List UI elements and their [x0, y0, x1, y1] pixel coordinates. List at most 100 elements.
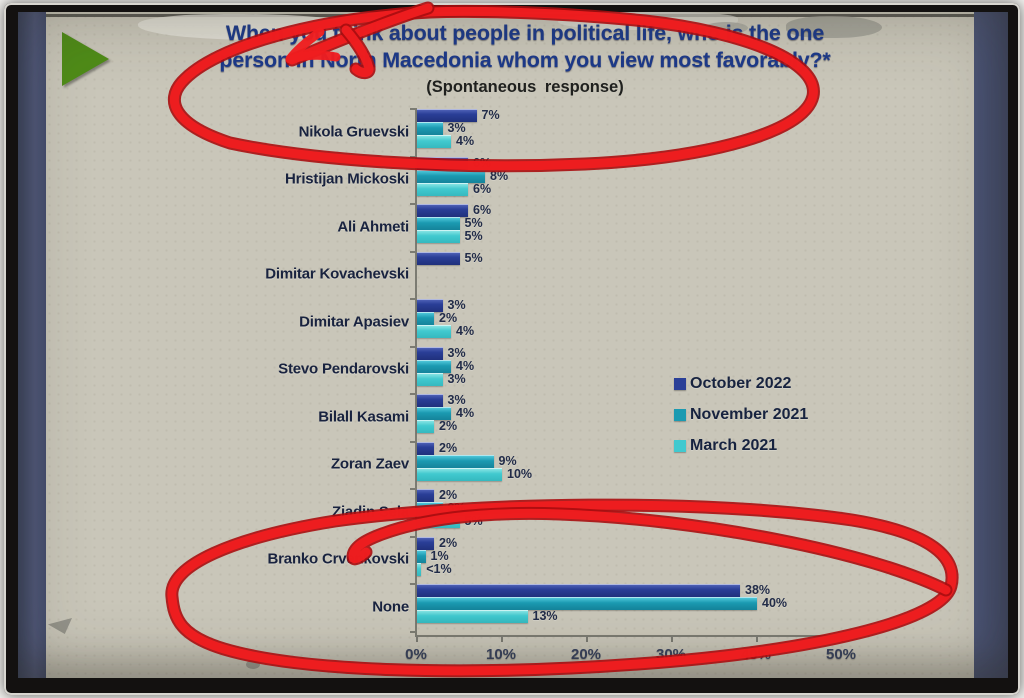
bar-october-2022 — [417, 584, 740, 597]
bar-october-2022 — [417, 299, 443, 312]
bar-october-2022 — [417, 536, 434, 550]
x-axis-tick — [501, 637, 503, 642]
category-label: Zoran Zaev — [330, 455, 409, 473]
y-axis-tick — [410, 345, 417, 348]
bar-march-2021 — [417, 467, 502, 481]
value-label: 3% — [447, 501, 466, 515]
value-label: 3% — [447, 345, 466, 360]
bar-october-2022 — [417, 441, 434, 455]
value-label: 5% — [464, 229, 483, 243]
chart-row: Bilall Kasami 3% 4% 2% — [318, 393, 857, 441]
y-axis-tick — [410, 440, 417, 443]
x-axis-tick — [416, 637, 418, 642]
y-axis-tick — [410, 155, 417, 158]
chart-row: Ziadin Sela 2% 3% 5% — [332, 488, 857, 536]
bar-march-2021 — [417, 325, 451, 338]
bar-march-2021 — [417, 372, 443, 386]
value-label: 2% — [439, 488, 458, 502]
value-label: 8% — [490, 168, 509, 183]
bar-november-2021 — [417, 597, 757, 610]
value-label: 2% — [439, 311, 458, 325]
bar-october-2022 — [417, 394, 443, 407]
value-label: 3% — [447, 298, 466, 312]
legend-item: March 2021 — [674, 430, 808, 461]
x-axis-tick — [671, 637, 673, 642]
category-label: Nikola Gruevski — [298, 123, 410, 141]
chart-row: None 38% 40% 13% — [372, 583, 857, 631]
legend-label: October 2022 — [690, 374, 792, 392]
legend-item: October 2022 — [674, 368, 808, 399]
value-label: 4% — [456, 358, 475, 373]
legend-color-swatch — [674, 439, 686, 452]
value-label: 13% — [532, 609, 558, 623]
category-label: Dimitar Apasiev — [299, 313, 409, 331]
bar-november-2021 — [417, 407, 451, 420]
bar-november-2021 — [417, 454, 494, 468]
value-label: 6% — [473, 181, 492, 196]
bar-october-2022 — [417, 204, 468, 217]
y-axis-tick — [410, 250, 417, 253]
category-label: Hristijan Mickoski — [285, 170, 409, 188]
bar-chart: Nikola Gruevski 7% 3% 4% Hristijan Mickoski 6… — [18, 12, 1008, 678]
bar-march-2021 — [417, 610, 528, 623]
y-axis-tick — [410, 630, 417, 633]
y-axis-tick — [410, 298, 417, 300]
value-label: 5% — [464, 250, 483, 265]
value-label: 2% — [439, 440, 458, 455]
chart-row: Stevo Pendarovski 3% 4% 3% — [278, 345, 857, 394]
legend-label: November 2021 — [690, 405, 809, 423]
chart-row: Ali Ahmeti 6% 5% 5% — [337, 203, 857, 251]
x-axis-tick-label: 10% — [485, 646, 517, 663]
value-label: 7% — [481, 108, 500, 122]
x-axis-tick — [841, 637, 843, 642]
bar-march-2021 — [417, 420, 434, 433]
chart-row: Nikola Gruevski 7% 3% 4% — [299, 108, 857, 156]
bar-october-2022 — [417, 109, 477, 122]
bar-november-2021 — [417, 217, 460, 230]
bar-november-2021 — [417, 169, 485, 183]
category-label: Stevo Pendarovski — [278, 360, 409, 378]
y-axis — [415, 108, 417, 635]
presentation-slide: When you think about people in political… — [18, 12, 1008, 678]
bar-november-2021 — [417, 549, 426, 563]
y-axis-tick — [410, 203, 417, 205]
bar-march-2021 — [417, 230, 460, 243]
value-label: 2% — [439, 535, 458, 550]
value-label: 3% — [447, 371, 466, 386]
bar-october-2022 — [417, 251, 460, 265]
bar-november-2021 — [417, 122, 443, 135]
value-label: 5% — [464, 514, 483, 528]
bar-march-2021 — [417, 182, 468, 196]
bar-november-2021 — [417, 359, 451, 373]
bar-november-2021 — [417, 312, 434, 325]
chart-row: Dimitar Kovachevski 5% — [265, 250, 857, 299]
x-axis-tick — [586, 637, 588, 642]
value-label: 4% — [456, 324, 475, 338]
left-blue-band — [18, 12, 46, 678]
legend-item: November 2021 — [674, 399, 808, 430]
value-label: 4% — [456, 406, 475, 420]
value-label: 6% — [473, 155, 492, 170]
legend-color-swatch — [674, 377, 686, 390]
category-label: None — [372, 598, 409, 616]
value-label: 4% — [456, 134, 475, 148]
chart-row: Zoran Zaev 2% 9% 10% — [331, 440, 857, 489]
bar-october-2022 — [417, 346, 443, 360]
chart-row: Hristijan Mickoski 6% 8% 6% — [285, 155, 857, 204]
legend-color-swatch — [674, 408, 686, 421]
x-axis-tick-label: 0% — [405, 646, 427, 663]
chart-legend: October 2022 November 2021 March 2021 — [674, 368, 808, 461]
bar-october-2022 — [417, 156, 468, 170]
chart-row: Dimitar Apasiev 3% 2% 4% — [299, 298, 857, 346]
category-label: Branko Crvenkovski — [267, 550, 410, 568]
y-axis-tick — [410, 393, 417, 395]
y-axis-tick — [410, 108, 417, 110]
value-label: 1% — [430, 548, 449, 563]
x-axis-tick-label: 50% — [825, 646, 857, 663]
play-triangle-icon — [62, 32, 109, 86]
bar-march-2021 — [417, 515, 460, 528]
value-label: 5% — [464, 216, 483, 230]
value-label: 2% — [439, 419, 458, 433]
right-blue-band — [974, 12, 1008, 678]
